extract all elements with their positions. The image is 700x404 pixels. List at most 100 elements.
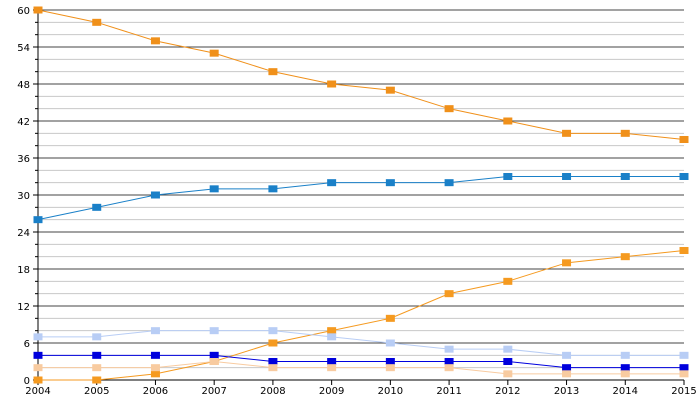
data-point: [679, 136, 689, 143]
data-point: [209, 49, 219, 57]
data-point: [92, 364, 102, 372]
data-point: [92, 203, 102, 211]
x-tick-label: 2008: [260, 386, 285, 397]
data-point: [620, 253, 630, 261]
data-point: [268, 358, 278, 365]
data-point: [620, 173, 630, 180]
data-point: [327, 364, 337, 372]
data-point: [503, 173, 513, 180]
data-point: [327, 333, 337, 341]
data-point: [444, 345, 454, 353]
x-tick-label: 2007: [201, 386, 226, 397]
series-orange-falling-line: [37, 9, 685, 140]
data-point: [150, 364, 160, 372]
data-point: [33, 216, 43, 224]
data-point: [385, 358, 395, 365]
data-point: [385, 364, 395, 372]
data-point: [92, 18, 102, 26]
data-point: [385, 179, 395, 187]
data-point: [444, 179, 454, 187]
data-point: [385, 86, 395, 94]
series-peach: [33, 358, 689, 378]
data-point: [33, 351, 43, 359]
data-point: [562, 259, 572, 267]
series-dark-blue: [33, 351, 689, 372]
series-light-blue-line: [38, 330, 684, 356]
data-point: [503, 370, 513, 378]
data-point: [92, 333, 102, 341]
data-point: [562, 370, 572, 378]
data-point: [620, 351, 630, 359]
data-point: [327, 327, 337, 335]
data-point: [327, 358, 337, 365]
data-point: [268, 327, 278, 335]
x-tick-label: 2014: [613, 386, 638, 397]
data-point: [268, 364, 278, 372]
y-tick-label: 60: [17, 6, 30, 17]
series-blue-line: [37, 176, 684, 221]
data-point: [679, 173, 689, 180]
tick-labels: 2004 2005 2006 2007 2008 2009 2010 2011 2012 2013…: [17, 6, 696, 397]
data-point: [562, 129, 572, 137]
data-point: [33, 364, 43, 372]
data-point: [503, 345, 513, 353]
data-point: [503, 277, 513, 285]
data-point: [562, 364, 572, 372]
x-tick-label: 2004: [25, 386, 50, 397]
y-tick-label: 54: [17, 43, 30, 54]
y-tick-label: 12: [17, 302, 30, 313]
data-point: [150, 37, 160, 45]
y-tick-label: 30: [17, 191, 30, 202]
data-point: [150, 191, 160, 199]
data-point: [679, 364, 689, 372]
data-point: [444, 105, 454, 113]
x-tick-label: 2009: [319, 386, 344, 397]
y-tick-label: 24: [17, 228, 30, 239]
data-point: [385, 339, 395, 347]
data-point: [620, 364, 630, 372]
x-tick-label: 2012: [495, 386, 520, 397]
grid: [38, 9, 684, 369]
y-tick-label: 48: [17, 80, 30, 91]
data-point: [444, 364, 454, 372]
data-point: [562, 351, 572, 359]
data-point: [33, 376, 43, 384]
data-point: [679, 247, 689, 254]
data-point: [92, 376, 102, 384]
data-point: [268, 185, 278, 193]
data-point: [385, 314, 395, 322]
x-tick-label: 2015: [671, 386, 696, 397]
y-tick-label: 42: [17, 117, 30, 128]
series-group: [33, 6, 689, 384]
data-point: [327, 80, 337, 88]
data-point: [327, 179, 337, 187]
x-tick-label: 2011: [436, 386, 461, 397]
series-peach-line: [38, 360, 684, 375]
data-point: [150, 370, 160, 378]
data-point: [503, 117, 513, 125]
series-orange-rising-line: [38, 250, 685, 381]
data-point: [209, 185, 219, 193]
data-point: [209, 358, 219, 365]
data-point: [33, 333, 43, 341]
x-tick-label: 2006: [143, 386, 168, 397]
data-point: [268, 339, 278, 347]
axes: [33, 9, 685, 385]
series-light-blue: [33, 327, 689, 359]
data-point: [444, 358, 454, 365]
x-tick-label: 2005: [84, 386, 109, 397]
data-point: [150, 351, 160, 359]
x-tick-label: 2013: [554, 386, 579, 397]
y-tick-label: 0: [24, 376, 30, 387]
series-orange-rising: [33, 247, 689, 384]
data-point: [33, 6, 43, 14]
data-point: [268, 68, 278, 76]
data-point: [679, 351, 689, 359]
series-orange-falling: [33, 6, 689, 143]
data-point: [562, 173, 572, 180]
data-point: [92, 351, 102, 359]
x-tick-label: 2010: [378, 386, 403, 397]
data-point: [503, 358, 513, 365]
data-point: [444, 290, 454, 298]
